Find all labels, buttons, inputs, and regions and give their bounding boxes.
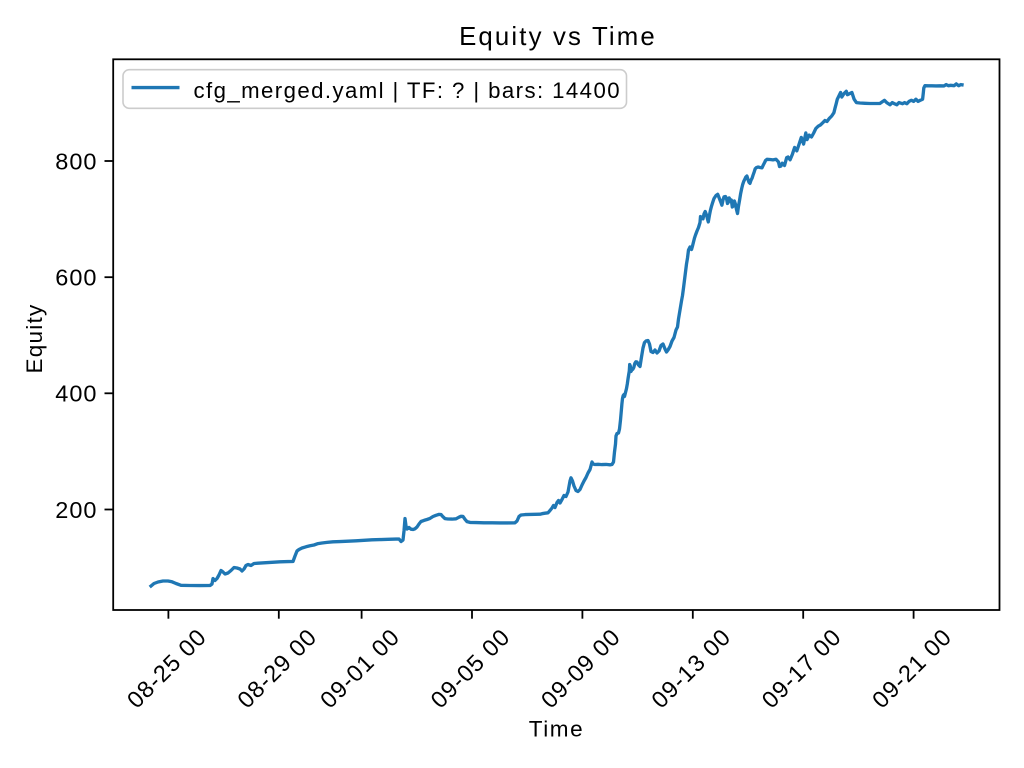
svg-text:cfg_merged.yaml | TF: ? | bars: cfg_merged.yaml | TF: ? | bars: 14400 [194, 78, 621, 103]
svg-text:800: 800 [55, 148, 97, 174]
svg-text:Equity: Equity [22, 303, 47, 373]
svg-text:600: 600 [55, 265, 97, 291]
svg-text:Time: Time [529, 717, 585, 742]
svg-text:400: 400 [55, 381, 97, 407]
svg-text:Equity vs Time: Equity vs Time [459, 23, 657, 51]
svg-text:200: 200 [55, 497, 97, 523]
